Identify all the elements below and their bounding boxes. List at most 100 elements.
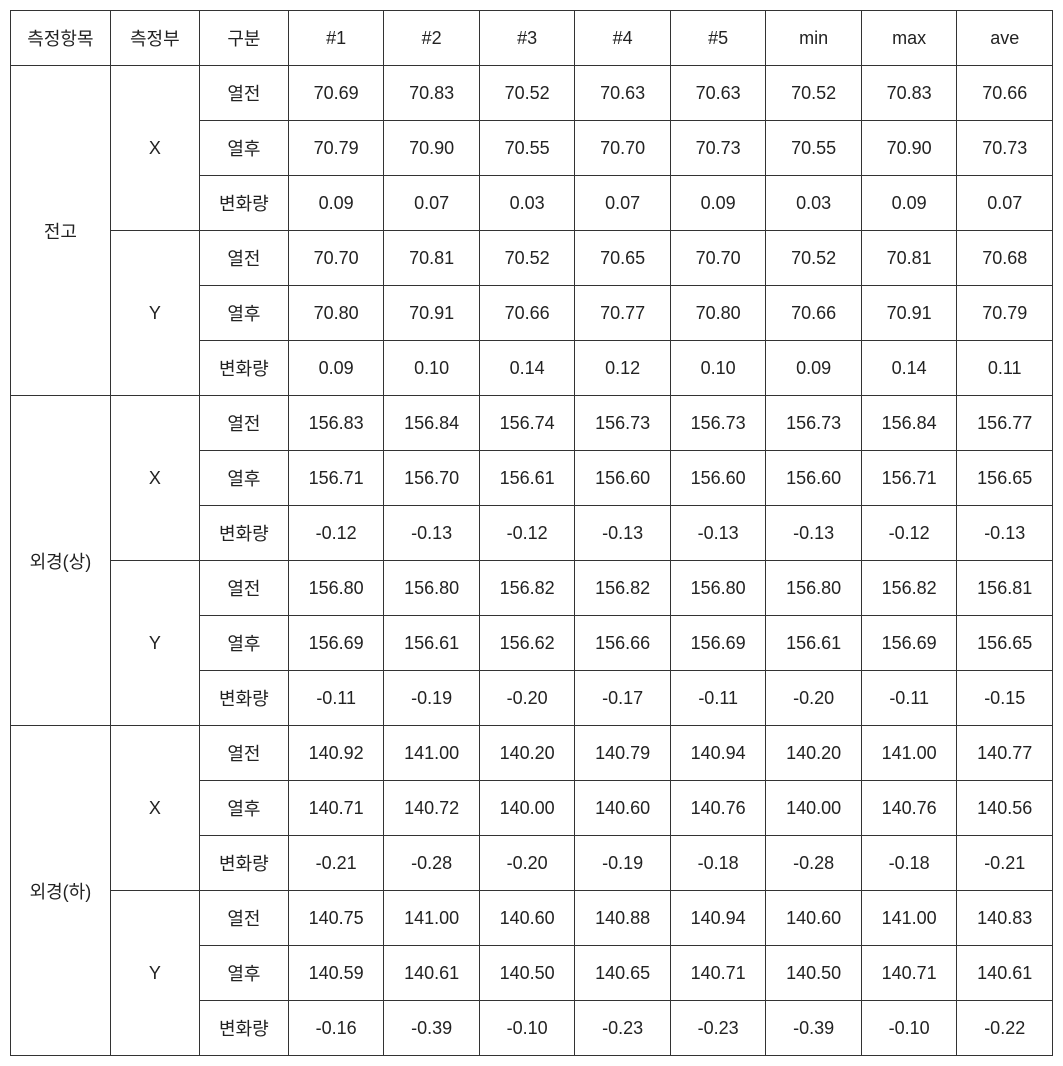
value-cell: 156.60	[670, 451, 766, 506]
value-cell: 156.61	[384, 616, 480, 671]
value-cell: 70.66	[766, 286, 862, 341]
value-cell: 140.71	[861, 946, 957, 1001]
value-cell: 156.60	[575, 451, 671, 506]
value-cell: 140.50	[766, 946, 862, 1001]
col-header-part: 측정부	[110, 11, 199, 66]
value-cell: 140.60	[575, 781, 671, 836]
value-cell: -0.20	[479, 671, 575, 726]
gubun-cell: 열전	[199, 561, 288, 616]
value-cell: -0.19	[384, 671, 480, 726]
value-cell: -0.10	[861, 1001, 957, 1056]
gubun-cell: 열전	[199, 726, 288, 781]
value-cell: 70.80	[670, 286, 766, 341]
gubun-cell: 변화량	[199, 836, 288, 891]
value-cell: 0.03	[766, 176, 862, 231]
col-header-4: #4	[575, 11, 671, 66]
value-cell: 140.65	[575, 946, 671, 1001]
value-cell: 156.65	[957, 451, 1053, 506]
col-header-ave: ave	[957, 11, 1053, 66]
table-body: 전고X열전70.6970.8370.5270.6370.6370.5270.83…	[11, 66, 1053, 1056]
table-row: Y열전156.80156.80156.82156.82156.80156.801…	[11, 561, 1053, 616]
value-cell: 70.52	[766, 231, 862, 286]
value-cell: 140.20	[479, 726, 575, 781]
value-cell: 0.09	[288, 176, 384, 231]
value-cell: 70.52	[479, 66, 575, 121]
value-cell: 141.00	[384, 891, 480, 946]
value-cell: 156.71	[288, 451, 384, 506]
value-cell: 140.00	[479, 781, 575, 836]
value-cell: -0.23	[670, 1001, 766, 1056]
table-row: 외경(상)X열전156.83156.84156.74156.73156.7315…	[11, 396, 1053, 451]
col-header-3: #3	[479, 11, 575, 66]
value-cell: 70.70	[575, 121, 671, 176]
value-cell: -0.16	[288, 1001, 384, 1056]
col-header-5: #5	[670, 11, 766, 66]
value-cell: -0.17	[575, 671, 671, 726]
value-cell: 0.09	[288, 341, 384, 396]
col-header-gubun: 구분	[199, 11, 288, 66]
value-cell: 70.80	[288, 286, 384, 341]
measurement-table-container: 측정항목 측정부 구분 #1 #2 #3 #4 #5 min max ave 전…	[10, 10, 1053, 1056]
value-cell: 70.65	[575, 231, 671, 286]
value-cell: 156.69	[288, 616, 384, 671]
value-cell: -0.39	[384, 1001, 480, 1056]
part-cell: X	[110, 66, 199, 231]
value-cell: 0.14	[479, 341, 575, 396]
value-cell: 156.62	[479, 616, 575, 671]
table-row: Y열전70.7070.8170.5270.6570.7070.5270.8170…	[11, 231, 1053, 286]
value-cell: 70.55	[766, 121, 862, 176]
value-cell: 140.79	[575, 726, 671, 781]
col-header-max: max	[861, 11, 957, 66]
table-row: 외경(하)X열전140.92141.00140.20140.79140.9414…	[11, 726, 1053, 781]
value-cell: 141.00	[384, 726, 480, 781]
value-cell: 156.82	[479, 561, 575, 616]
value-cell: 0.10	[384, 341, 480, 396]
value-cell: 140.77	[957, 726, 1053, 781]
value-cell: 156.69	[670, 616, 766, 671]
value-cell: 141.00	[861, 726, 957, 781]
value-cell: -0.13	[575, 506, 671, 561]
value-cell: 140.71	[288, 781, 384, 836]
value-cell: 156.77	[957, 396, 1053, 451]
value-cell: 156.82	[575, 561, 671, 616]
item-cell: 전고	[11, 66, 111, 396]
value-cell: 70.83	[384, 66, 480, 121]
value-cell: -0.21	[957, 836, 1053, 891]
value-cell: 156.82	[861, 561, 957, 616]
value-cell: 0.10	[670, 341, 766, 396]
value-cell: -0.18	[861, 836, 957, 891]
value-cell: 140.71	[670, 946, 766, 1001]
value-cell: 140.60	[766, 891, 862, 946]
value-cell: -0.28	[766, 836, 862, 891]
value-cell: 140.00	[766, 781, 862, 836]
part-cell: Y	[110, 891, 199, 1056]
value-cell: -0.12	[479, 506, 575, 561]
value-cell: 156.69	[861, 616, 957, 671]
value-cell: -0.19	[575, 836, 671, 891]
value-cell: -0.13	[766, 506, 862, 561]
value-cell: 70.81	[861, 231, 957, 286]
gubun-cell: 변화량	[199, 671, 288, 726]
value-cell: 156.80	[384, 561, 480, 616]
value-cell: 156.81	[957, 561, 1053, 616]
value-cell: 140.76	[861, 781, 957, 836]
value-cell: -0.18	[670, 836, 766, 891]
gubun-cell: 열전	[199, 66, 288, 121]
value-cell: 70.66	[957, 66, 1053, 121]
value-cell: -0.13	[670, 506, 766, 561]
value-cell: 70.70	[288, 231, 384, 286]
value-cell: 0.09	[861, 176, 957, 231]
value-cell: 70.77	[575, 286, 671, 341]
value-cell: 156.83	[288, 396, 384, 451]
measurement-table: 측정항목 측정부 구분 #1 #2 #3 #4 #5 min max ave 전…	[10, 10, 1053, 1056]
col-header-item: 측정항목	[11, 11, 111, 66]
value-cell: 156.66	[575, 616, 671, 671]
part-cell: Y	[110, 231, 199, 396]
gubun-cell: 열후	[199, 121, 288, 176]
value-cell: 156.80	[766, 561, 862, 616]
value-cell: 156.61	[479, 451, 575, 506]
value-cell: -0.28	[384, 836, 480, 891]
gubun-cell: 열후	[199, 781, 288, 836]
gubun-cell: 변화량	[199, 176, 288, 231]
col-header-min: min	[766, 11, 862, 66]
